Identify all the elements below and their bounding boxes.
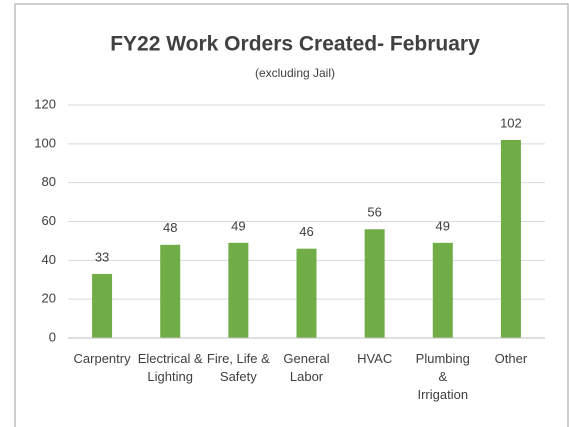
x-tick-label-box: HVAC [357,351,393,366]
x-tick-label: General Labor [283,351,330,384]
x-tick-label: HVAC [357,351,393,366]
bar [500,139,521,338]
value-label: 46 [299,224,313,239]
x-tick-label-box: General Labor [283,351,330,384]
bar [296,248,317,338]
x-tick-label: Other [494,351,528,366]
y-tick-label: 0 [49,329,56,344]
chart-subtitle: (excluding Jail) [255,66,335,80]
y-tick-label: 40 [42,252,56,267]
y-tick-label: 100 [34,135,56,150]
y-tick-label: 120 [34,96,56,111]
bar [364,229,385,338]
x-tick-label: Carpentry [73,351,131,366]
x-tick-label-box: Plumbing & Irrigation [415,351,470,402]
y-tick-label: 80 [42,174,56,189]
value-label: 56 [367,205,381,220]
x-tick-label: Plumbing & Irrigation [415,351,470,402]
x-tick-label: Electrical & Lighting [137,351,203,384]
value-label: 49 [436,218,450,233]
bar [92,273,113,338]
chart-frame [14,3,569,427]
bar [228,242,249,338]
x-tick-label-box: Electrical & Lighting [137,351,203,384]
value-label: 33 [95,249,109,264]
value-label: 102 [500,115,522,130]
x-tick-label-box: Fire, Life & Safety [206,351,270,384]
x-tick-label-box: Carpentry [73,351,131,366]
bar [160,244,181,338]
bar [432,242,453,338]
value-label: 48 [163,220,177,235]
x-tick-label: Fire, Life & Safety [206,351,270,384]
value-label: 49 [231,218,245,233]
x-tick-label-box: Other [494,351,528,366]
y-tick-label: 60 [42,213,56,228]
y-tick-label: 20 [42,291,56,306]
chart-title: FY22 Work Orders Created- February [110,33,480,56]
